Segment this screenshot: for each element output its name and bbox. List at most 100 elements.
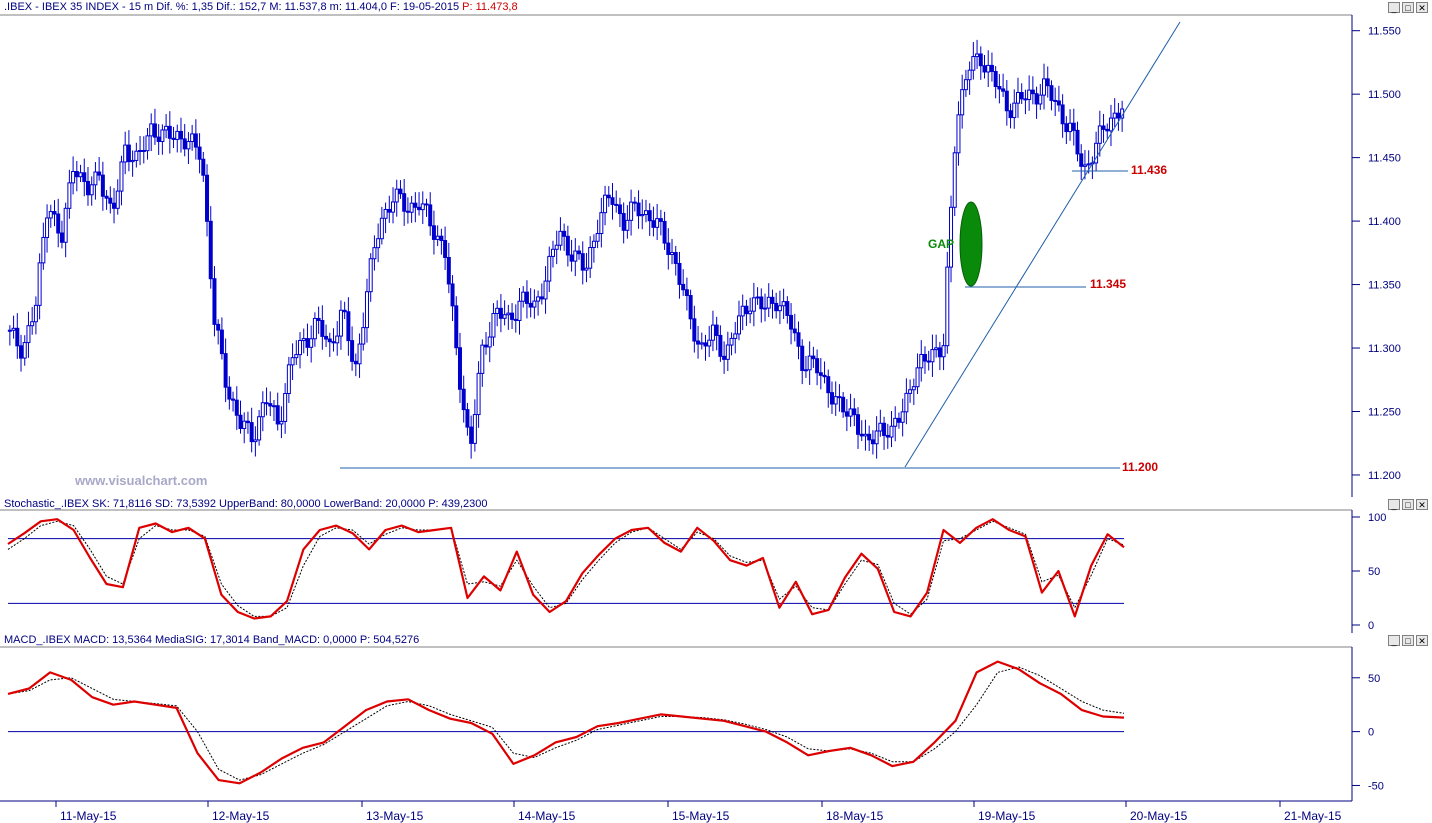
candle-body — [41, 236, 46, 264]
candle-body — [833, 396, 838, 405]
stoch-series-sd — [7, 520, 1125, 617]
candle-body — [74, 171, 79, 178]
candle-body — [439, 235, 444, 242]
x-tick-label: 18-May-15 — [826, 809, 884, 823]
x-tick-label: 19-May-15 — [978, 809, 1036, 823]
candle-body — [1079, 153, 1084, 167]
stochastic-chart[interactable]: 100 50 0 — [0, 497, 1432, 633]
minimize-button[interactable]: _ — [1388, 2, 1400, 13]
candle-body — [469, 426, 474, 444]
price-y-ticks: 11.550 11.500 11.450 11.400 11.350 11.300 11.2… — [1352, 26, 1401, 482]
candle-body — [896, 417, 901, 423]
candle-body — [528, 302, 533, 308]
candle-body — [982, 65, 987, 73]
restore-button[interactable]: □ — [1402, 499, 1414, 510]
candle-body — [52, 211, 57, 215]
candle-body — [193, 133, 198, 148]
candle-body — [878, 422, 883, 432]
close-button[interactable]: ✕ — [1416, 635, 1428, 646]
candle-body — [975, 53, 980, 58]
candle-body — [443, 240, 448, 258]
candle-body — [231, 398, 236, 401]
candle-body — [435, 235, 440, 240]
close-button[interactable]: ✕ — [1416, 2, 1428, 13]
candle-body — [577, 250, 582, 255]
candle-body — [346, 311, 351, 342]
candle-body — [223, 353, 228, 388]
candle-body — [1094, 142, 1099, 164]
candle-body — [208, 220, 213, 280]
macd-lines — [7, 660, 1125, 785]
candle-body — [815, 358, 820, 374]
candle-body — [941, 345, 946, 358]
candle-body — [1086, 163, 1091, 166]
candle-body — [874, 430, 879, 445]
candle-body — [1071, 122, 1076, 131]
candle-body — [48, 211, 53, 219]
candle-body — [238, 414, 243, 429]
stochastic-pane[interactable]: Stochastic_.IBEX SK: 71,8116 SD: 73,5392… — [0, 497, 1432, 633]
candle-body — [71, 171, 76, 184]
candle-body — [922, 353, 927, 362]
candle-body — [684, 289, 689, 297]
candle-body — [1001, 88, 1006, 92]
candle-body — [264, 402, 269, 405]
candle-body — [253, 439, 258, 443]
close-button[interactable]: ✕ — [1416, 499, 1428, 510]
candle-body — [885, 434, 890, 438]
macd-chart[interactable]: 50 0 -50 11-May-15 12-May-15 13-May-15 14-May… — [0, 633, 1432, 823]
restore-button[interactable]: □ — [1402, 635, 1414, 646]
candle-body — [112, 202, 117, 209]
candle-body — [1008, 110, 1013, 119]
candle-body — [510, 312, 515, 320]
candle-body — [818, 372, 823, 376]
candle-body — [870, 439, 875, 445]
candle-body — [1015, 92, 1020, 104]
candle-body — [554, 244, 559, 250]
stoch-series-sk — [7, 518, 1125, 620]
candle-body — [569, 254, 574, 262]
candle-body — [290, 357, 295, 366]
stoch-tick-label: 50 — [1368, 566, 1380, 578]
candle-body — [1116, 112, 1121, 119]
candle-body — [234, 399, 239, 416]
candle-body — [796, 332, 801, 347]
candle-body — [930, 349, 935, 363]
candle-body — [257, 416, 262, 441]
candle-body — [521, 291, 526, 302]
macd-pane[interactable]: MACD_.IBEX MACD: 13,5364 MediaSIG: 17,30… — [0, 633, 1432, 823]
price-tick-label: 11.250 — [1368, 406, 1401, 418]
candle-body — [357, 343, 362, 365]
restore-button[interactable]: □ — [1402, 2, 1414, 13]
candle-body — [205, 174, 210, 222]
candle-body — [539, 296, 544, 300]
candle-body — [960, 89, 965, 116]
candle-body — [863, 433, 868, 437]
candle-body — [446, 256, 451, 285]
candle-body — [591, 240, 596, 249]
candle-body — [856, 414, 861, 435]
candle-body — [978, 53, 983, 67]
candle-body — [368, 258, 373, 293]
candle-body — [324, 335, 329, 340]
candle-body — [1019, 92, 1024, 100]
price-pane[interactable]: .IBEX - IBEX 35 INDEX - 15 m Dif. %: 1,3… — [0, 0, 1432, 497]
candle-body — [714, 324, 719, 336]
candle-body — [78, 172, 83, 178]
candle-body — [19, 345, 24, 359]
candle-body — [1004, 90, 1009, 112]
candle-body — [1027, 89, 1032, 100]
minimize-button[interactable]: _ — [1388, 499, 1400, 510]
candle-body — [785, 301, 790, 316]
minimize-button[interactable]: _ — [1388, 635, 1400, 646]
candle-body — [989, 64, 994, 72]
level-label-high: 11.436 — [1131, 163, 1167, 177]
candle-body — [409, 202, 414, 213]
candle-body — [249, 422, 254, 443]
candle-body — [766, 296, 771, 309]
candle-body — [104, 195, 109, 199]
price-chart[interactable]: 11.550 11.500 11.450 11.400 11.350 11.300 11.2… — [0, 0, 1432, 497]
candle-body — [614, 203, 619, 206]
x-tick-label: 20-May-15 — [1130, 809, 1188, 823]
candle-body — [316, 317, 321, 322]
